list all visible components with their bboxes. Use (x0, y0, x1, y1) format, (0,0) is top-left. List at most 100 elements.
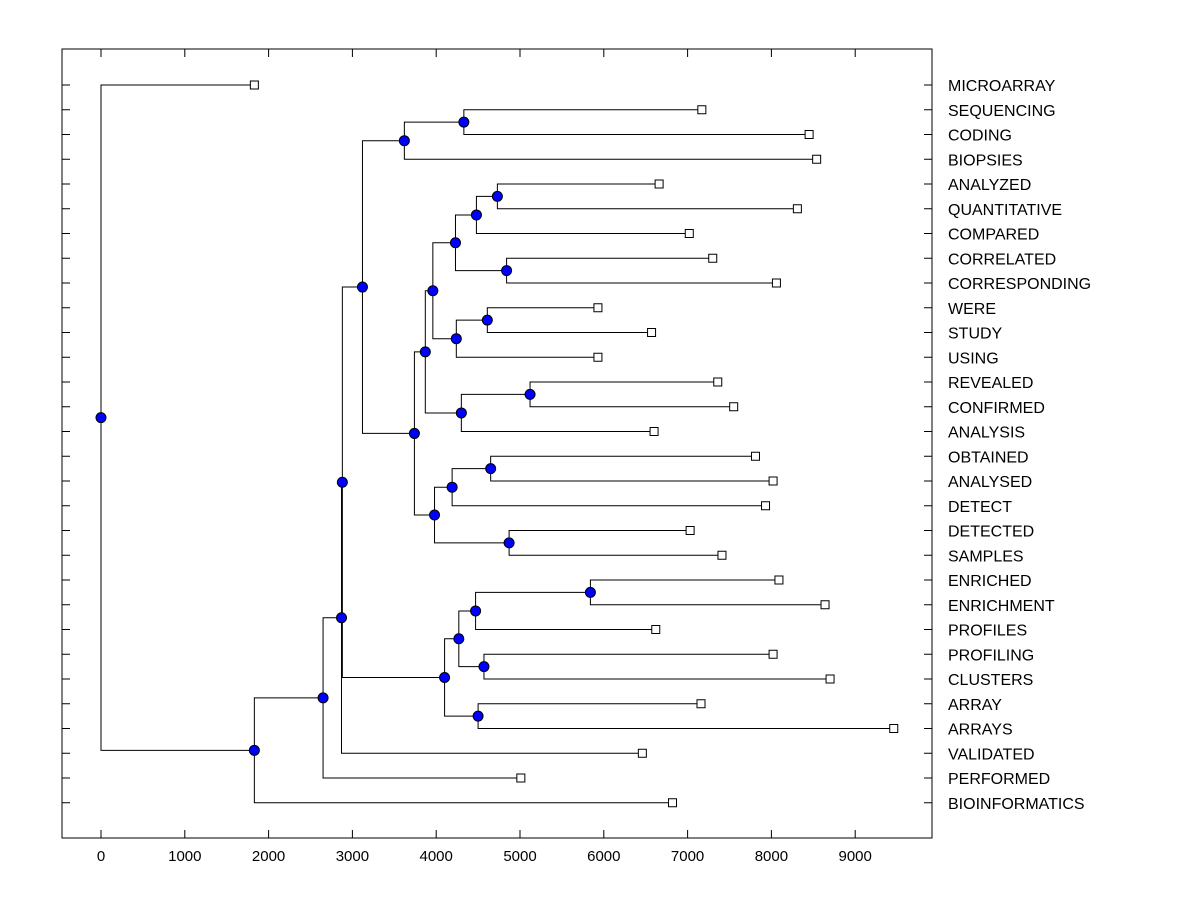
merge-link (341, 286, 445, 678)
merge-node (481, 314, 493, 326)
leaf-marker (761, 501, 771, 511)
leaf-marker (593, 303, 603, 313)
merge-node (472, 710, 484, 722)
leaf-marker (768, 476, 778, 486)
merge-node (429, 509, 441, 521)
merge-link (455, 319, 598, 358)
leaf-label: ENRICHED (948, 573, 1032, 590)
leaf-label: WERE (948, 301, 996, 318)
leaf-label: STUDY (948, 326, 1003, 343)
merge-link (475, 591, 656, 630)
merge-link (490, 455, 774, 482)
leaf-label: USING (948, 350, 999, 367)
x-tick-label: 7000 (671, 848, 704, 865)
merge-node (453, 633, 465, 645)
x-tick-label: 9000 (839, 848, 872, 865)
leaf-label: QUANTITATIVE (948, 202, 1062, 219)
leaf-label: DETECTED (948, 524, 1034, 541)
merge-node (485, 463, 497, 475)
x-tick-label: 3000 (336, 848, 369, 865)
x-axis: 0 1000 2000 3000 4000 5000 6000 7000 8000 9000 (97, 49, 872, 865)
leaf-marker (708, 253, 718, 263)
leaf-marker (717, 550, 727, 560)
merge-node (458, 116, 470, 128)
merge-node (398, 135, 410, 147)
merge-link (322, 617, 521, 779)
merge-node (449, 237, 461, 249)
merge-link (253, 697, 673, 804)
leaf-label: DETECT (948, 499, 1012, 516)
leaf-marker (697, 105, 707, 115)
merge-link (589, 579, 826, 606)
leaf-marker (729, 402, 739, 412)
merge-link (529, 381, 734, 408)
x-tick-label: 1000 (168, 848, 201, 865)
merge-node (450, 333, 462, 345)
leaf-marker (516, 773, 526, 783)
leaf-marker (750, 451, 760, 461)
leaf-marker (651, 625, 661, 634)
merge-link (341, 481, 643, 754)
leaf-marker (768, 649, 778, 659)
leaf-marker (825, 674, 835, 684)
merge-node (336, 476, 348, 488)
merge-link (100, 84, 255, 751)
y-ticks (62, 84, 932, 804)
leaf-marker (685, 526, 695, 535)
leaf-label: ANALYZED (948, 177, 1031, 194)
leaf-label: PERFORMED (948, 771, 1050, 788)
leaf-marker (771, 278, 781, 288)
x-tick-label: 2000 (252, 848, 285, 865)
leaf-marker (696, 699, 706, 709)
leaf-label: ANALYSED (948, 474, 1032, 491)
leaf-markers (249, 80, 899, 808)
merge-node (419, 346, 431, 358)
x-tick-label: 5000 (503, 848, 536, 865)
leaf-label: CLUSTERS (948, 672, 1033, 689)
x-tick-label: 6000 (587, 848, 620, 865)
merge-node (455, 407, 467, 419)
x-tick-label: 8000 (755, 848, 788, 865)
merge-node (356, 281, 368, 293)
leaf-label: CORRESPONDING (948, 276, 1091, 293)
merge-node (95, 412, 107, 424)
x-tick-label: 4000 (420, 848, 453, 865)
leaf-label: ARRAYS (948, 722, 1013, 739)
leaf-label: BIOPSIES (948, 152, 1023, 169)
merge-node (470, 605, 482, 617)
leaf-marker (804, 130, 814, 139)
merge-node (336, 612, 348, 624)
leaf-marker (668, 798, 678, 808)
leaf-label: SAMPLES (948, 548, 1024, 565)
leaf-label: CODING (948, 128, 1012, 145)
merge-node (503, 537, 515, 549)
merge-link (361, 140, 415, 434)
merge-node (427, 285, 439, 297)
merge-link (454, 214, 507, 272)
plot-frame (61, 48, 933, 839)
leaf-label: OBTAINED (948, 449, 1029, 466)
leaf-marker (593, 352, 603, 362)
leaf-label: ENRICHMENT (948, 598, 1055, 615)
merge-node (524, 388, 536, 400)
merge-node (248, 744, 260, 756)
leaf-label: PROFILES (948, 623, 1027, 640)
merge-node (584, 586, 596, 598)
leaf-marker (649, 427, 659, 436)
leaf-label: PROFILING (948, 647, 1034, 664)
merge-link (483, 653, 831, 680)
leaf-marker (889, 724, 899, 733)
merge-link (496, 183, 798, 210)
x-tick-label: 0 (97, 848, 105, 865)
leaf-marker (684, 229, 694, 238)
merge-link (463, 109, 810, 135)
leaf-marker (812, 154, 822, 164)
merge-link (506, 257, 777, 284)
leaf-label: VALIDATED (948, 746, 1035, 763)
leaf-marker (647, 328, 657, 337)
merge-node (408, 427, 420, 439)
leaf-label: BIOINFORMATICS (948, 796, 1085, 813)
merge-link (475, 195, 690, 234)
merge-link (477, 703, 894, 729)
